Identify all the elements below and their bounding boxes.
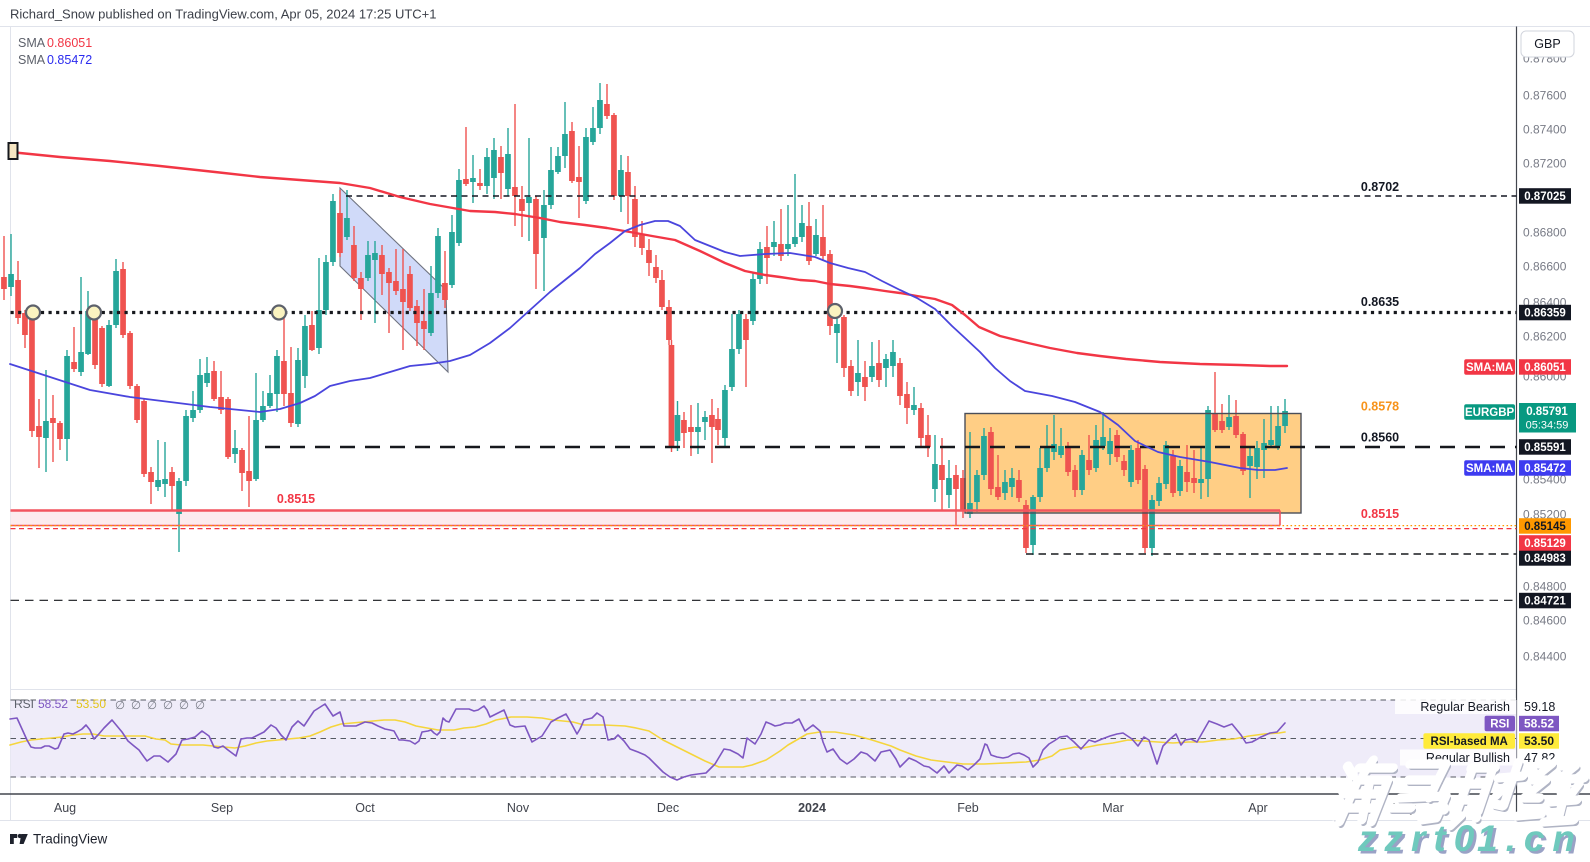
svg-text:∅: ∅ [163, 700, 173, 712]
svg-text:0.86051: 0.86051 [1524, 362, 1566, 374]
svg-text:0.86051: 0.86051 [47, 36, 92, 50]
svg-text:0.8515: 0.8515 [1361, 507, 1399, 521]
svg-text:RSI-based MA: RSI-based MA [1431, 736, 1508, 748]
svg-text:∅: ∅ [195, 700, 205, 712]
svg-text:0.84800: 0.84800 [1523, 580, 1567, 594]
svg-text:0.86600: 0.86600 [1523, 260, 1567, 274]
svg-text:0.87400: 0.87400 [1523, 123, 1567, 137]
svg-text:0.8515: 0.8515 [277, 492, 315, 506]
svg-text:53.50: 53.50 [1524, 734, 1554, 748]
svg-text:0.8578: 0.8578 [1361, 400, 1399, 414]
svg-text:RSI: RSI [14, 697, 34, 711]
svg-text:TradingView: TradingView [33, 832, 108, 847]
svg-text:Richard_Snow published on Trad: Richard_Snow published on TradingView.co… [10, 7, 437, 22]
svg-text:∅: ∅ [131, 700, 141, 712]
svg-text:1.cn: 1.cn [1480, 821, 1586, 857]
svg-text:0.86200: 0.86200 [1523, 330, 1567, 344]
svg-text:Sep: Sep [211, 801, 233, 815]
svg-text:53.50: 53.50 [76, 697, 106, 711]
svg-text:0.85472: 0.85472 [47, 53, 92, 67]
svg-text:SMA:MA: SMA:MA [1466, 463, 1513, 475]
svg-text:0.85591: 0.85591 [1524, 442, 1566, 454]
svg-text:RSI: RSI [1490, 719, 1509, 731]
svg-text:1.cn: 1.cn [1477, 818, 1583, 857]
svg-text:SMA:MA: SMA:MA [1466, 362, 1513, 374]
svg-text:Regular Bearish: Regular Bearish [1420, 700, 1510, 714]
svg-text:Aug: Aug [54, 801, 76, 815]
svg-text:Dec: Dec [657, 801, 679, 815]
svg-text:58.52: 58.52 [38, 697, 68, 711]
svg-text:0.84983: 0.84983 [1524, 553, 1566, 565]
svg-text:58.52: 58.52 [1524, 717, 1554, 731]
svg-text:zzrt0: zzrt0 [1360, 821, 1485, 857]
svg-text:SMA: SMA [18, 53, 46, 67]
svg-text:Apr: Apr [1248, 801, 1267, 815]
svg-text:Nov: Nov [507, 801, 530, 815]
svg-text:0.84600: 0.84600 [1523, 614, 1567, 628]
svg-text:0.8635: 0.8635 [1361, 295, 1399, 309]
svg-text:EURGBP: EURGBP [1465, 407, 1515, 419]
svg-text:0.87025: 0.87025 [1524, 191, 1566, 203]
svg-text:0.85791: 0.85791 [1526, 406, 1568, 418]
svg-text:0.8560: 0.8560 [1361, 431, 1399, 445]
svg-text:59.18: 59.18 [1524, 700, 1555, 714]
svg-text:SMA: SMA [18, 36, 46, 50]
svg-text:Feb: Feb [957, 801, 979, 815]
svg-text:∅: ∅ [115, 700, 125, 712]
svg-text:0.85200: 0.85200 [1523, 508, 1567, 522]
svg-text:0.8702: 0.8702 [1361, 180, 1399, 194]
svg-text:0.86359: 0.86359 [1524, 308, 1566, 320]
svg-text:0.85400: 0.85400 [1523, 473, 1567, 487]
svg-text:0.84721: 0.84721 [1524, 596, 1566, 608]
svg-text:0.84400: 0.84400 [1523, 650, 1567, 664]
svg-text:0.87200: 0.87200 [1523, 157, 1567, 171]
svg-text:0.85129: 0.85129 [1524, 538, 1566, 550]
svg-text:0.85472: 0.85472 [1524, 463, 1566, 475]
svg-text:2024: 2024 [798, 801, 826, 815]
svg-text:Mar: Mar [1102, 801, 1124, 815]
svg-text:0.87600: 0.87600 [1523, 89, 1567, 103]
svg-text:0.86800: 0.86800 [1523, 226, 1567, 240]
svg-text:0.85145: 0.85145 [1524, 521, 1566, 533]
svg-text:∅: ∅ [147, 700, 157, 712]
svg-text:GBP: GBP [1534, 37, 1560, 51]
svg-text:05:34:59: 05:34:59 [1526, 420, 1569, 432]
svg-text:zzrt0: zzrt0 [1357, 818, 1482, 857]
svg-text:Oct: Oct [355, 801, 375, 815]
svg-text:∅: ∅ [179, 700, 189, 712]
